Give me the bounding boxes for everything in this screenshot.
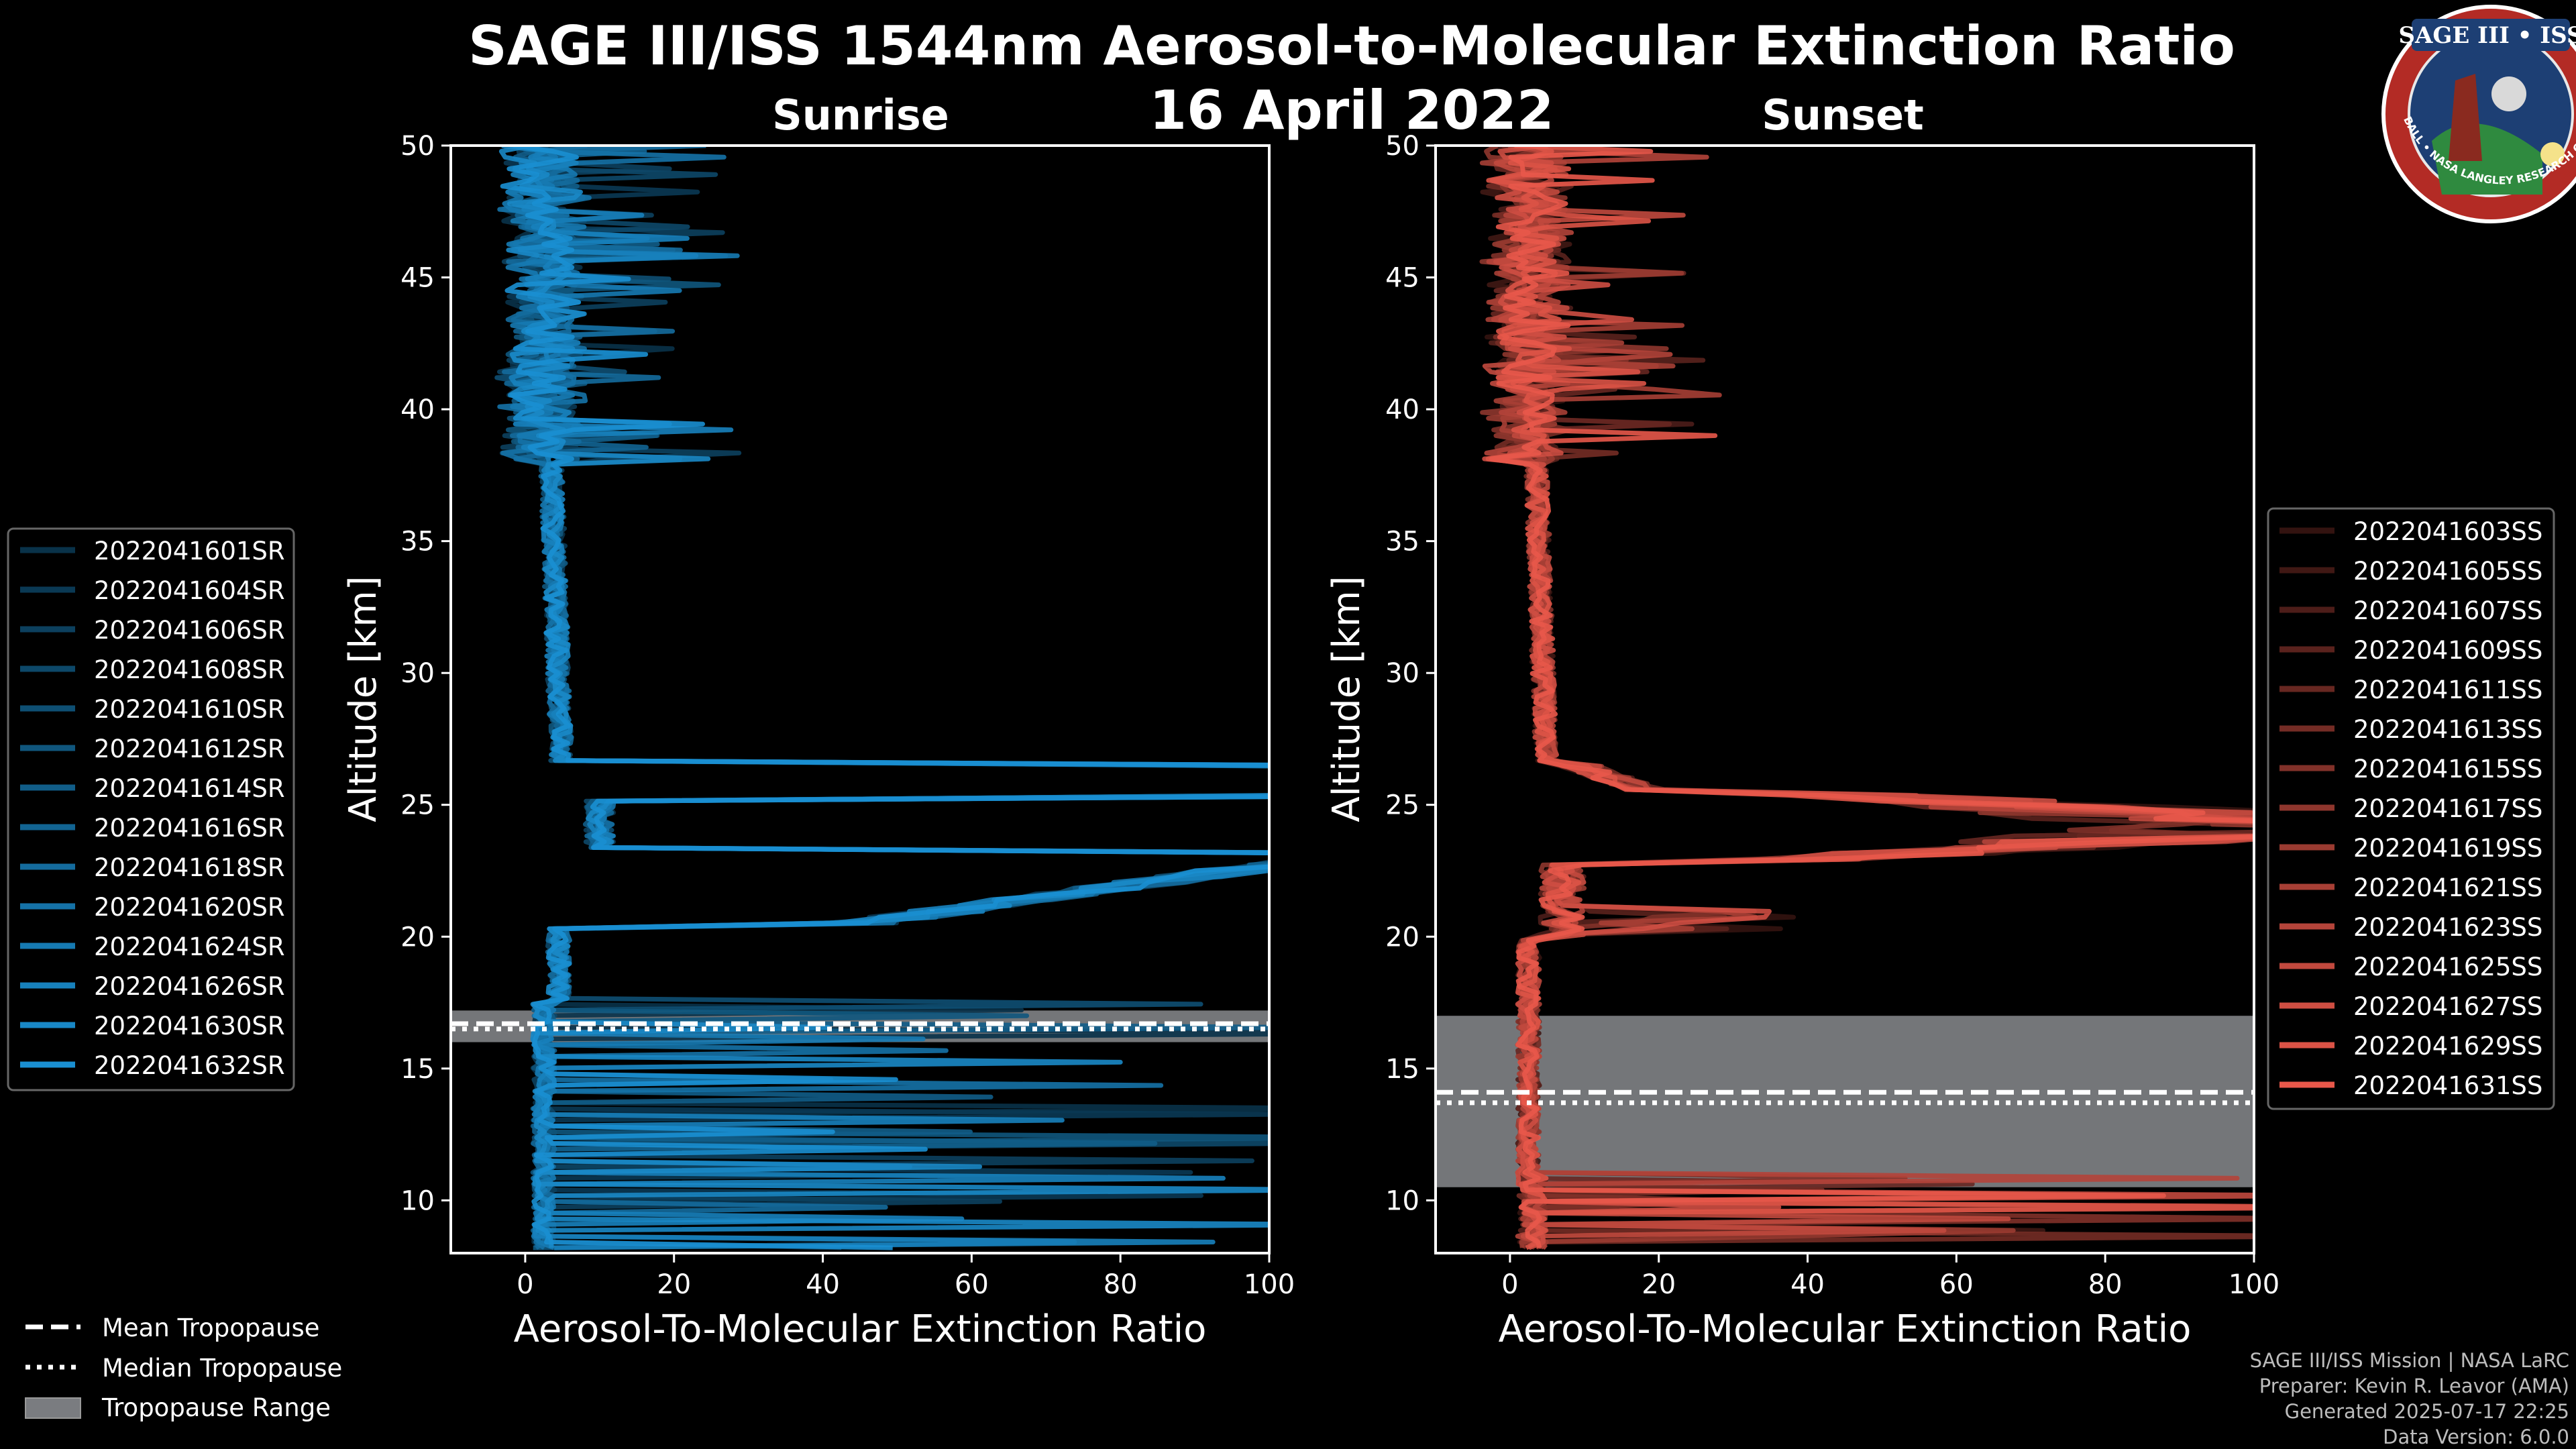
profile-line-2022041632SR xyxy=(500,146,1269,1250)
credit-data-version: Data Version: 6.0.0 xyxy=(2383,1426,2569,1448)
x-tick-label: 20 xyxy=(657,1269,691,1300)
y-tick-label: 15 xyxy=(400,1054,435,1085)
sunrise-legend: 2022041601SR 2022041604SR 2022041606SR 2022… xyxy=(7,527,295,1091)
legend-label-2022041613SS: 2022041613SS xyxy=(2353,715,2542,744)
profile-line-2022041631SS xyxy=(1489,146,2254,1249)
sunrise-y-label: Altitude [km] xyxy=(341,576,385,822)
y-tick-label: 15 xyxy=(1385,1054,1419,1085)
legend-label-2022041601SR: 2022041601SR xyxy=(94,537,285,566)
sunset-plot: 0 20 40 60 80 100 10 15 20 25 30 35 40 45 50 Aerosol-T… xyxy=(1325,131,2279,1351)
profile-line-2022041629SS xyxy=(1485,146,2254,1250)
sunrise-plot: 0 20 40 60 80 100 10 15 20 25 30 35 40 45 50 Aerosol-T… xyxy=(341,131,1295,1351)
badge-sun-icon xyxy=(2540,142,2565,166)
x-tick-label: 20 xyxy=(1642,1269,1676,1300)
x-tick-label: 100 xyxy=(1244,1269,1295,1300)
legend-label-2022041605SS: 2022041605SS xyxy=(2353,557,2542,586)
sunset-axes-frame xyxy=(1434,144,2255,1254)
y-tick-label: 30 xyxy=(1385,658,1419,689)
legend-label-2022041615SS: 2022041615SS xyxy=(2353,755,2542,784)
x-tick-label: 100 xyxy=(2229,1269,2279,1300)
badge-name: SAGE III • ISS xyxy=(2398,22,2576,49)
sunset-legend: 2022041603SS 2022041605SS 2022041607SS 2022… xyxy=(2267,507,2555,1110)
sunset-panel-title: Sunset xyxy=(1762,91,1924,140)
x-tick-label: 0 xyxy=(517,1269,533,1300)
sunrise-axes-frame xyxy=(449,144,1271,1254)
legend-label-2022041623SS: 2022041623SS xyxy=(2353,913,2542,942)
y-tick-label: 10 xyxy=(400,1185,435,1216)
mean-tropopause-label: Mean Tropopause xyxy=(102,1313,320,1342)
y-tick-label: 10 xyxy=(1385,1185,1419,1216)
legend-label-2022041609SS: 2022041609SS xyxy=(2353,636,2542,665)
legend-label-2022041619SS: 2022041619SS xyxy=(2353,834,2542,863)
y-tick-label: 35 xyxy=(400,527,435,557)
y-tick-label: 40 xyxy=(400,394,435,425)
badge-figure-icon xyxy=(2449,74,2482,161)
legend-label-2022041611SS: 2022041611SS xyxy=(2353,676,2542,704)
y-tick-label: 35 xyxy=(1385,527,1419,557)
sunrise-x-label: Aerosol-To-Molecular Extinction Ratio xyxy=(514,1307,1207,1351)
legend-label-2022041607SS: 2022041607SS xyxy=(2353,596,2542,625)
legend-label-2022041608SR: 2022041608SR xyxy=(94,655,285,684)
legend-label-2022041616SR: 2022041616SR xyxy=(94,814,285,843)
legend-label-2022041618SR: 2022041618SR xyxy=(94,853,285,882)
y-tick-label: 50 xyxy=(400,131,435,162)
sunset-x-label: Aerosol-To-Molecular Extinction Ratio xyxy=(1499,1307,2192,1351)
y-tick-label: 20 xyxy=(1385,922,1419,953)
legend-label-2022041632SR: 2022041632SR xyxy=(94,1051,285,1080)
x-tick-label: 60 xyxy=(1939,1269,1974,1300)
figure-title: SAGE III/ISS 1544nm Aerosol-to-Molecular… xyxy=(468,15,2235,77)
y-tick-label: 25 xyxy=(1385,790,1419,821)
credit-generated: Generated 2025-07-17 22:25 xyxy=(2285,1400,2569,1423)
legend-label-2022041617SS: 2022041617SS xyxy=(2353,794,2542,823)
tropopause-range-swatch xyxy=(25,1397,81,1419)
legend-label-2022041603SS: 2022041603SS xyxy=(2353,517,2542,546)
y-tick-label: 45 xyxy=(400,263,435,294)
legend-label-2022041631SS: 2022041631SS xyxy=(2353,1071,2542,1100)
tropopause-range-label: Tropopause Range xyxy=(101,1393,331,1422)
credit-mission: SAGE III/ISS Mission | NASA LaRC xyxy=(2250,1349,2569,1372)
legend-label-2022041625SS: 2022041625SS xyxy=(2353,953,2542,981)
x-tick-label: 80 xyxy=(2088,1269,2123,1300)
legend-label-2022041629SS: 2022041629SS xyxy=(2353,1032,2542,1061)
legend-label-2022041606SR: 2022041606SR xyxy=(94,616,285,645)
tropopause-range-band xyxy=(1436,1016,2254,1187)
sunrise-panel-title: Sunrise xyxy=(772,91,949,140)
credit-preparer: Preparer: Kevin R. Leavor (AMA) xyxy=(2259,1375,2569,1397)
y-tick-label: 25 xyxy=(400,790,435,821)
credits: SAGE III/ISS Mission | NASA LaRC Prepare… xyxy=(2250,1349,2569,1448)
y-tick-label: 40 xyxy=(1385,394,1419,425)
tropopause-legend: Mean Tropopause Median Tropopause Tropop… xyxy=(25,1313,342,1422)
sunset-y-label: Altitude [km] xyxy=(1325,576,1368,822)
x-tick-label: 40 xyxy=(806,1269,840,1300)
y-tick-label: 20 xyxy=(400,922,435,953)
y-tick-label: 30 xyxy=(400,658,435,689)
legend-label-2022041627SS: 2022041627SS xyxy=(2353,992,2542,1021)
sunset-legend-box xyxy=(2267,507,2555,1110)
x-tick-label: 40 xyxy=(1790,1269,1825,1300)
legend-label-2022041614SR: 2022041614SR xyxy=(94,774,285,803)
legend-label-2022041612SR: 2022041612SR xyxy=(94,735,285,763)
legend-label-2022041630SR: 2022041630SR xyxy=(94,1012,285,1040)
legend-label-2022041604SR: 2022041604SR xyxy=(94,576,285,605)
figure-date: 16 April 2022 xyxy=(1149,79,1554,142)
x-tick-label: 60 xyxy=(955,1269,989,1300)
y-tick-label: 50 xyxy=(1385,131,1419,162)
y-tick-label: 45 xyxy=(1385,263,1419,294)
badge-banner xyxy=(2412,19,2570,51)
legend-label-2022041610SR: 2022041610SR xyxy=(94,695,285,724)
legend-label-2022041620SR: 2022041620SR xyxy=(94,893,285,922)
legend-label-2022041624SR: 2022041624SR xyxy=(94,932,285,961)
x-tick-label: 0 xyxy=(1501,1269,1518,1300)
median-tropopause-label: Median Tropopause xyxy=(102,1354,342,1383)
legend-label-2022041621SS: 2022041621SS xyxy=(2353,873,2542,902)
x-tick-label: 80 xyxy=(1104,1269,1138,1300)
sunrise-legend-box xyxy=(7,527,295,1091)
legend-label-2022041626SR: 2022041626SR xyxy=(94,972,285,1001)
badge-moon-icon xyxy=(2491,76,2526,111)
